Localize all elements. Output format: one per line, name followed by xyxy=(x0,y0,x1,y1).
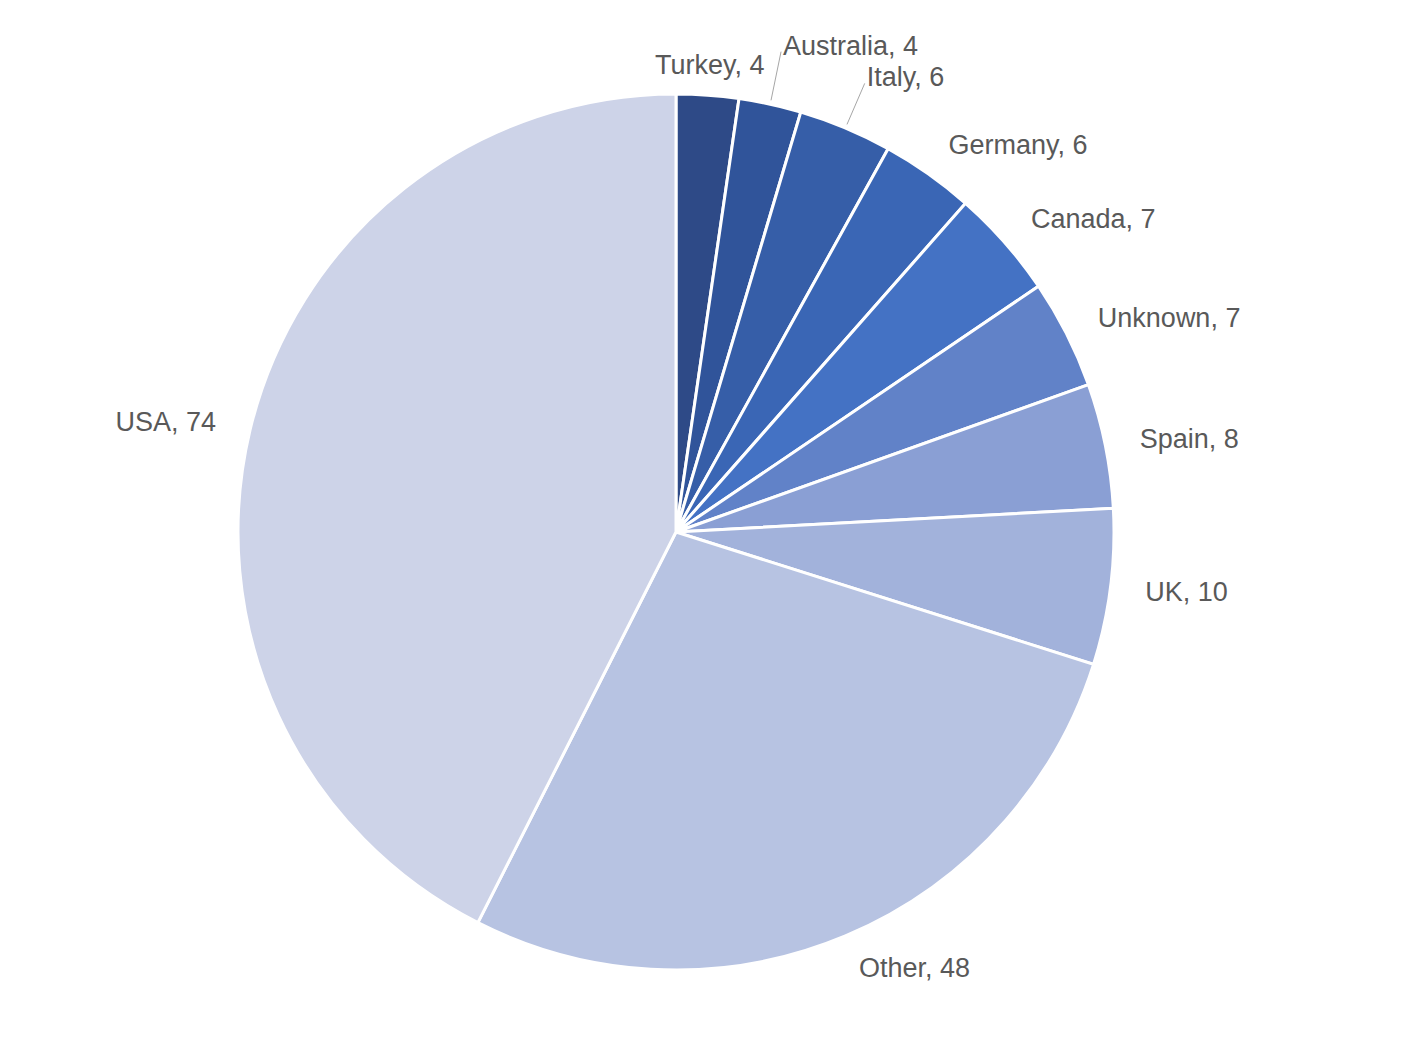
svg-text:Other, 48: Other, 48 xyxy=(859,953,970,983)
svg-text:Australia, 4: Australia, 4 xyxy=(783,31,918,61)
svg-text:USA, 74: USA, 74 xyxy=(115,407,216,437)
svg-text:Canada, 7: Canada, 7 xyxy=(1031,204,1156,234)
svg-text:Spain, 8: Spain, 8 xyxy=(1140,424,1239,454)
svg-text:Unknown, 7: Unknown, 7 xyxy=(1098,303,1241,333)
svg-text:UK, 10: UK, 10 xyxy=(1145,577,1228,607)
svg-text:Turkey, 4: Turkey, 4 xyxy=(655,50,765,80)
svg-text:Italy, 6: Italy, 6 xyxy=(867,62,945,92)
svg-text:Germany, 6: Germany, 6 xyxy=(948,130,1087,160)
